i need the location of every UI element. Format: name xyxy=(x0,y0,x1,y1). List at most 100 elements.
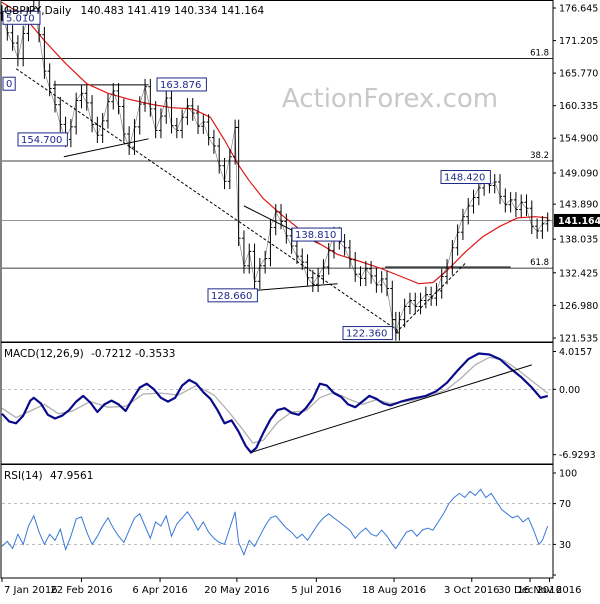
macd-y-tick-label: -6.9293 xyxy=(559,450,596,461)
price-y-tick-label: 171.205 xyxy=(559,36,598,47)
price-bar xyxy=(316,268,321,293)
price-bar xyxy=(471,189,476,214)
price-bar xyxy=(460,208,465,241)
price-bar xyxy=(185,98,190,126)
macd-header: MACD(12,26,9) -0.7212 -0.3533 xyxy=(4,348,176,360)
macd-y-tick-label: 4.0157 xyxy=(559,347,592,358)
price-bar xyxy=(273,204,278,236)
trendline-triangle-lower xyxy=(249,283,338,292)
last-price-badge: 141.164 xyxy=(554,213,600,227)
rsi-title: RSI(14) xyxy=(4,470,43,482)
symbol-label: GBPJPY,Daily xyxy=(4,5,71,17)
rsi-header: RSI(14) 47.9561 xyxy=(4,470,93,482)
ohlc-readout: 140.483 141.419 140.334 141.164 xyxy=(81,5,265,17)
price-bar xyxy=(450,240,455,275)
price-annotation: 148.420 xyxy=(440,170,491,185)
trendline-dashed-ascending xyxy=(395,261,467,334)
annotation-box xyxy=(291,227,342,242)
annotation-box xyxy=(440,170,491,185)
price-y-tick-label: 126.980 xyxy=(559,301,598,312)
price-bar xyxy=(15,35,20,67)
price-bar xyxy=(284,213,289,244)
rsi-y-tick-label: 100 xyxy=(559,469,577,480)
macd-panel: 4.0157 0.00 -6.9293 xyxy=(1,347,596,461)
price-bar xyxy=(300,248,305,270)
price-bar xyxy=(68,119,73,148)
price-annotation: 128.660 xyxy=(207,288,258,303)
price-bar xyxy=(217,138,222,174)
price-bar xyxy=(439,268,444,299)
price-bar xyxy=(148,78,153,117)
price-bar xyxy=(384,271,389,297)
price-annotation: 138.810 xyxy=(291,227,342,242)
x-tick-label: 7 Jan 2016 xyxy=(4,585,58,596)
annotation-box xyxy=(156,77,207,92)
price-bar xyxy=(347,240,352,268)
price-bar xyxy=(455,224,460,256)
price-y-tick-label: 165.770 xyxy=(559,69,598,80)
price-y-tick-label: 138.035 xyxy=(559,235,598,246)
price-bar xyxy=(310,269,315,293)
x-tick-label: 20 May 2016 xyxy=(204,585,269,596)
macd-line xyxy=(1,352,548,454)
price-y-tick-label: 154.900 xyxy=(559,134,598,145)
price-bar xyxy=(358,266,363,287)
macd-y-tick-label: 0.00 xyxy=(559,385,580,396)
price-bar xyxy=(476,180,481,206)
annotation-text: 138.810 xyxy=(295,230,336,241)
price-y-tick-label: 121.535 xyxy=(559,334,598,345)
price-bar xyxy=(174,117,179,139)
price-bar xyxy=(211,129,216,154)
annotation-box xyxy=(342,326,393,341)
x-tick-label: 5 Jul 2016 xyxy=(291,585,341,596)
price-bar xyxy=(10,25,15,51)
annotation-box xyxy=(207,288,258,303)
x-tick-label: 18 Aug 2016 xyxy=(362,585,426,596)
x-tick-label: 16 Nov 2016 xyxy=(517,585,581,596)
last-price-text: 141.164 xyxy=(558,216,600,227)
annotation-box xyxy=(2,10,41,25)
price-bar xyxy=(222,157,227,190)
price-bar xyxy=(492,174,497,194)
price-bar xyxy=(143,78,148,112)
annotation-text: 122.360 xyxy=(346,329,387,340)
annotation-text: 163.876 xyxy=(160,80,201,91)
price-bar xyxy=(321,259,326,284)
fib-level-label: 61.8 xyxy=(530,258,549,268)
rsi-frame xyxy=(0,464,554,579)
price-y-tick-label: 160.335 xyxy=(559,101,598,112)
price-y-tick-label: 132.425 xyxy=(559,268,598,279)
price-bar xyxy=(326,243,331,275)
annotation-text: 0 xyxy=(6,79,12,90)
price-bar xyxy=(263,250,268,274)
x-tick-label: 6 Apr 2016 xyxy=(132,585,187,596)
x-tick-label: 3 Oct 2016 xyxy=(444,585,499,596)
last-price-box xyxy=(554,213,600,227)
price-annotation: 5.010 xyxy=(2,10,41,25)
annotation-box xyxy=(2,76,16,91)
price-close-line xyxy=(1,7,548,334)
price-bar xyxy=(279,204,284,230)
price-y-tick-label: 143.890 xyxy=(559,200,598,211)
price-bar xyxy=(180,109,185,139)
annotation-text: 154.700 xyxy=(21,135,62,146)
fib-level-label: 38.2 xyxy=(530,151,549,161)
price-bar xyxy=(434,283,439,306)
macd-readout: -0.7212 -0.3533 xyxy=(91,348,175,360)
price-bar xyxy=(201,114,206,135)
price-bar xyxy=(524,194,529,217)
price-bar xyxy=(498,174,503,205)
rsi-line xyxy=(1,488,549,556)
price-bar xyxy=(236,119,241,246)
annotation-text: 148.420 xyxy=(444,173,485,184)
price-bar xyxy=(252,243,257,290)
rsi-readout: 47.9561 xyxy=(50,470,93,482)
price-y-tick-label: 149.090 xyxy=(559,169,598,180)
chart-header: GBPJPY,Daily 140.483 141.419 140.334 141… xyxy=(4,5,265,17)
fib-level-label: 61.8 xyxy=(530,49,549,59)
price-bar xyxy=(158,108,163,139)
price-y-tick-label: 176.645 xyxy=(559,4,598,15)
watermark: ActionForex.com xyxy=(282,84,498,114)
macd-title: MACD(12,26,9) xyxy=(4,348,84,360)
